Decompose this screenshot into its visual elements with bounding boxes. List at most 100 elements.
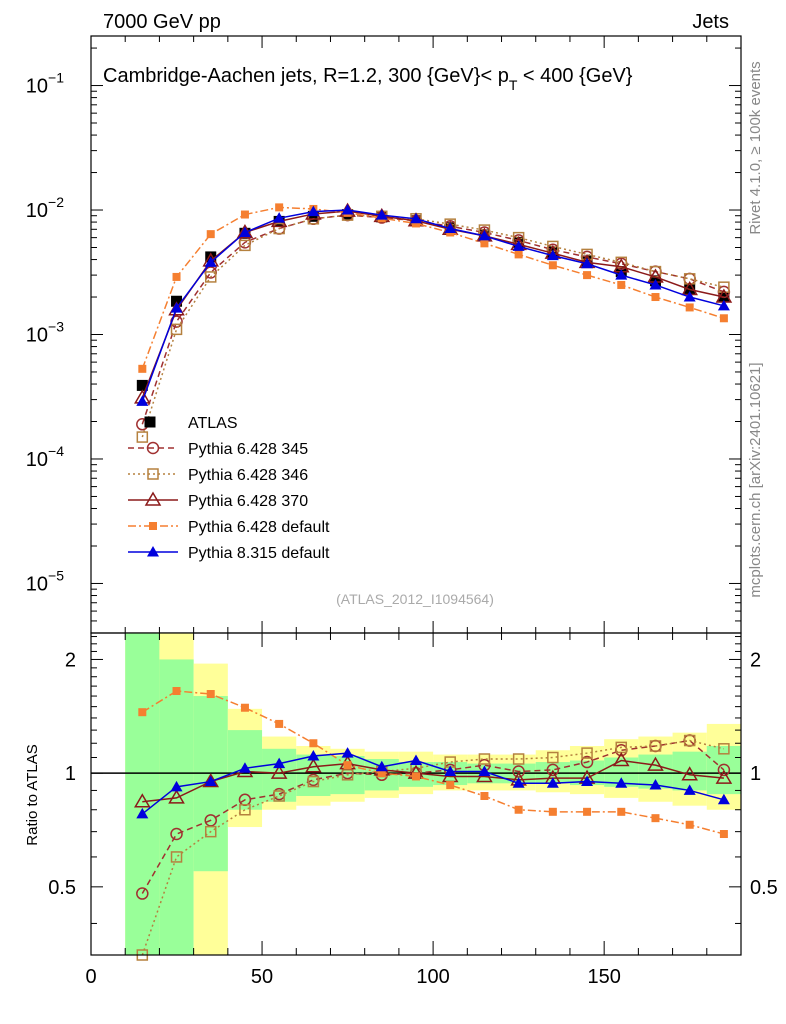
ratio-series-p8def bbox=[136, 747, 730, 819]
data-point-p8def bbox=[410, 212, 422, 224]
ratio-point-p8def bbox=[478, 765, 491, 777]
data-point-p8def bbox=[512, 240, 525, 251]
ratio-point-p6def bbox=[514, 805, 523, 814]
ratio-point-p6def bbox=[446, 781, 455, 790]
legend-label-p6def: Pythia 6.428 default bbox=[188, 519, 330, 536]
ratio-point-p345 bbox=[136, 887, 149, 900]
ratio-frame bbox=[90, 632, 742, 956]
ratio-point-p6def bbox=[275, 719, 284, 728]
legend-marker-p6def bbox=[149, 522, 157, 530]
ratio-point-p6def bbox=[480, 791, 489, 800]
main-y-tick-exponent: −1 bbox=[48, 70, 64, 86]
data-point-p8def bbox=[717, 299, 730, 311]
data-point-p8def bbox=[307, 205, 320, 217]
data-point-p6def bbox=[514, 250, 523, 259]
ratio-point-p6def bbox=[685, 820, 694, 829]
data-point-p6def bbox=[240, 210, 249, 219]
ratio-point-p346 bbox=[512, 753, 525, 765]
data-point-p8def bbox=[136, 395, 149, 406]
ratio-point-p370 bbox=[305, 758, 322, 773]
legend-label-p370: Pythia 6.428 370 bbox=[188, 493, 308, 510]
mcplots-label: mcplots.cern.ch [arXiv:2401.10621] bbox=[747, 362, 764, 597]
ratio-series-layer bbox=[91, 687, 741, 961]
ratio-point-p6def bbox=[343, 761, 352, 770]
ratio-point-p370 bbox=[715, 769, 733, 784]
data-point-p8def bbox=[478, 229, 491, 241]
data-point-p8def bbox=[170, 302, 183, 313]
ratio-point-p346 bbox=[341, 769, 354, 781]
ratio-point-p8def bbox=[136, 807, 149, 819]
uncertainty-band-inner bbox=[296, 754, 331, 796]
ratio-point-p8def bbox=[546, 777, 559, 788]
main-y-tick-exponent: −5 bbox=[48, 567, 64, 583]
uncertainty-band-inner bbox=[159, 659, 194, 955]
data-point-p346 bbox=[718, 281, 730, 293]
ratio-point-p346 bbox=[547, 751, 559, 764]
data-point-p6def bbox=[548, 261, 557, 270]
data-point-p6def bbox=[685, 303, 694, 312]
data-point-p6def bbox=[651, 293, 660, 302]
main-y-tick-exponent: −2 bbox=[48, 194, 64, 210]
data-point-p8def bbox=[649, 278, 662, 290]
main-y-tick-exponent: −3 bbox=[48, 319, 64, 335]
legend-label-p346: Pythia 6.428 346 bbox=[188, 467, 308, 484]
ratio-point-p345 bbox=[512, 765, 525, 778]
ratio-point-p8def bbox=[273, 757, 286, 769]
data-point-p346 bbox=[239, 239, 251, 252]
ratio-point-p345 bbox=[204, 814, 217, 827]
series-line-p8def bbox=[141, 209, 725, 402]
ratio-y-tick-label: 2 bbox=[65, 649, 76, 671]
ratio-y-tick-label-right: 1 bbox=[750, 763, 761, 785]
ratio-point-p370 bbox=[134, 793, 151, 808]
ratio-point-p8def bbox=[717, 793, 730, 805]
ratio-y-tick-label-right: 0.5 bbox=[750, 877, 778, 899]
data-point-p8def bbox=[341, 204, 354, 215]
ratio-point-p345 bbox=[170, 827, 183, 841]
ratio-point-p346 bbox=[683, 734, 696, 747]
legend-label-atlas: ATLAS bbox=[188, 415, 238, 432]
x-tick-label: 50 bbox=[251, 966, 273, 988]
ratio-point-p370 bbox=[168, 789, 185, 804]
header-right: Jets bbox=[692, 11, 729, 33]
ratio-line-p6def bbox=[141, 690, 725, 835]
data-point-p346 bbox=[170, 323, 183, 336]
main-y-tick-exponent: −4 bbox=[48, 443, 64, 459]
ratio-point-p6def bbox=[309, 739, 318, 748]
ratio-point-p346 bbox=[478, 753, 491, 765]
data-point-p6def bbox=[480, 239, 489, 248]
ratio-point-p346 bbox=[239, 803, 251, 816]
legend-marker-p370 bbox=[144, 491, 162, 506]
main-plot-title: Cambridge-Aachen jets, R=1.2, 300 {GeV}<… bbox=[103, 65, 633, 93]
ratio-point-p8def bbox=[649, 779, 662, 790]
data-point-p6def bbox=[172, 272, 181, 281]
ratio-point-p370 bbox=[612, 752, 630, 767]
legend-entry-p345: Pythia 6.428 345 bbox=[128, 441, 308, 458]
ratio-point-p8def bbox=[410, 754, 422, 766]
data-point-p346 bbox=[273, 222, 285, 235]
legend-marker-p8def bbox=[147, 546, 159, 557]
data-point-p8def bbox=[273, 212, 286, 223]
data-point-p8def bbox=[581, 257, 594, 269]
ratio-point-p6def bbox=[172, 687, 181, 696]
legend-entry-p370: Pythia 6.428 370 bbox=[128, 491, 308, 510]
title-tail: < 400 {GeV} bbox=[517, 65, 632, 87]
ratio-point-p345 bbox=[580, 755, 594, 769]
ratio-point-p6def bbox=[206, 690, 215, 699]
ratio-point-p345 bbox=[717, 763, 731, 777]
ratio-point-p8def bbox=[238, 762, 251, 773]
ratio-series-p6def bbox=[138, 687, 728, 839]
ratio-point-p8def bbox=[307, 750, 320, 761]
data-point-p8def bbox=[204, 256, 217, 267]
ratio-point-p6def bbox=[583, 807, 592, 816]
ratio-point-p346 bbox=[307, 775, 320, 788]
data-point-atlas bbox=[136, 379, 148, 391]
legend-entry-p8def: Pythia 8.315 default bbox=[128, 545, 330, 562]
legend-marker-p346 bbox=[147, 468, 159, 480]
data-point-p8def bbox=[546, 249, 559, 261]
ratio-y-tick-label: 0.5 bbox=[48, 877, 76, 899]
data-point-p8def bbox=[615, 269, 628, 280]
legend-entry-atlas: ATLAS bbox=[144, 415, 238, 432]
ratio-point-p8def bbox=[683, 784, 696, 795]
legend-marker-atlas bbox=[144, 416, 156, 428]
data-point-p6def bbox=[206, 230, 215, 239]
